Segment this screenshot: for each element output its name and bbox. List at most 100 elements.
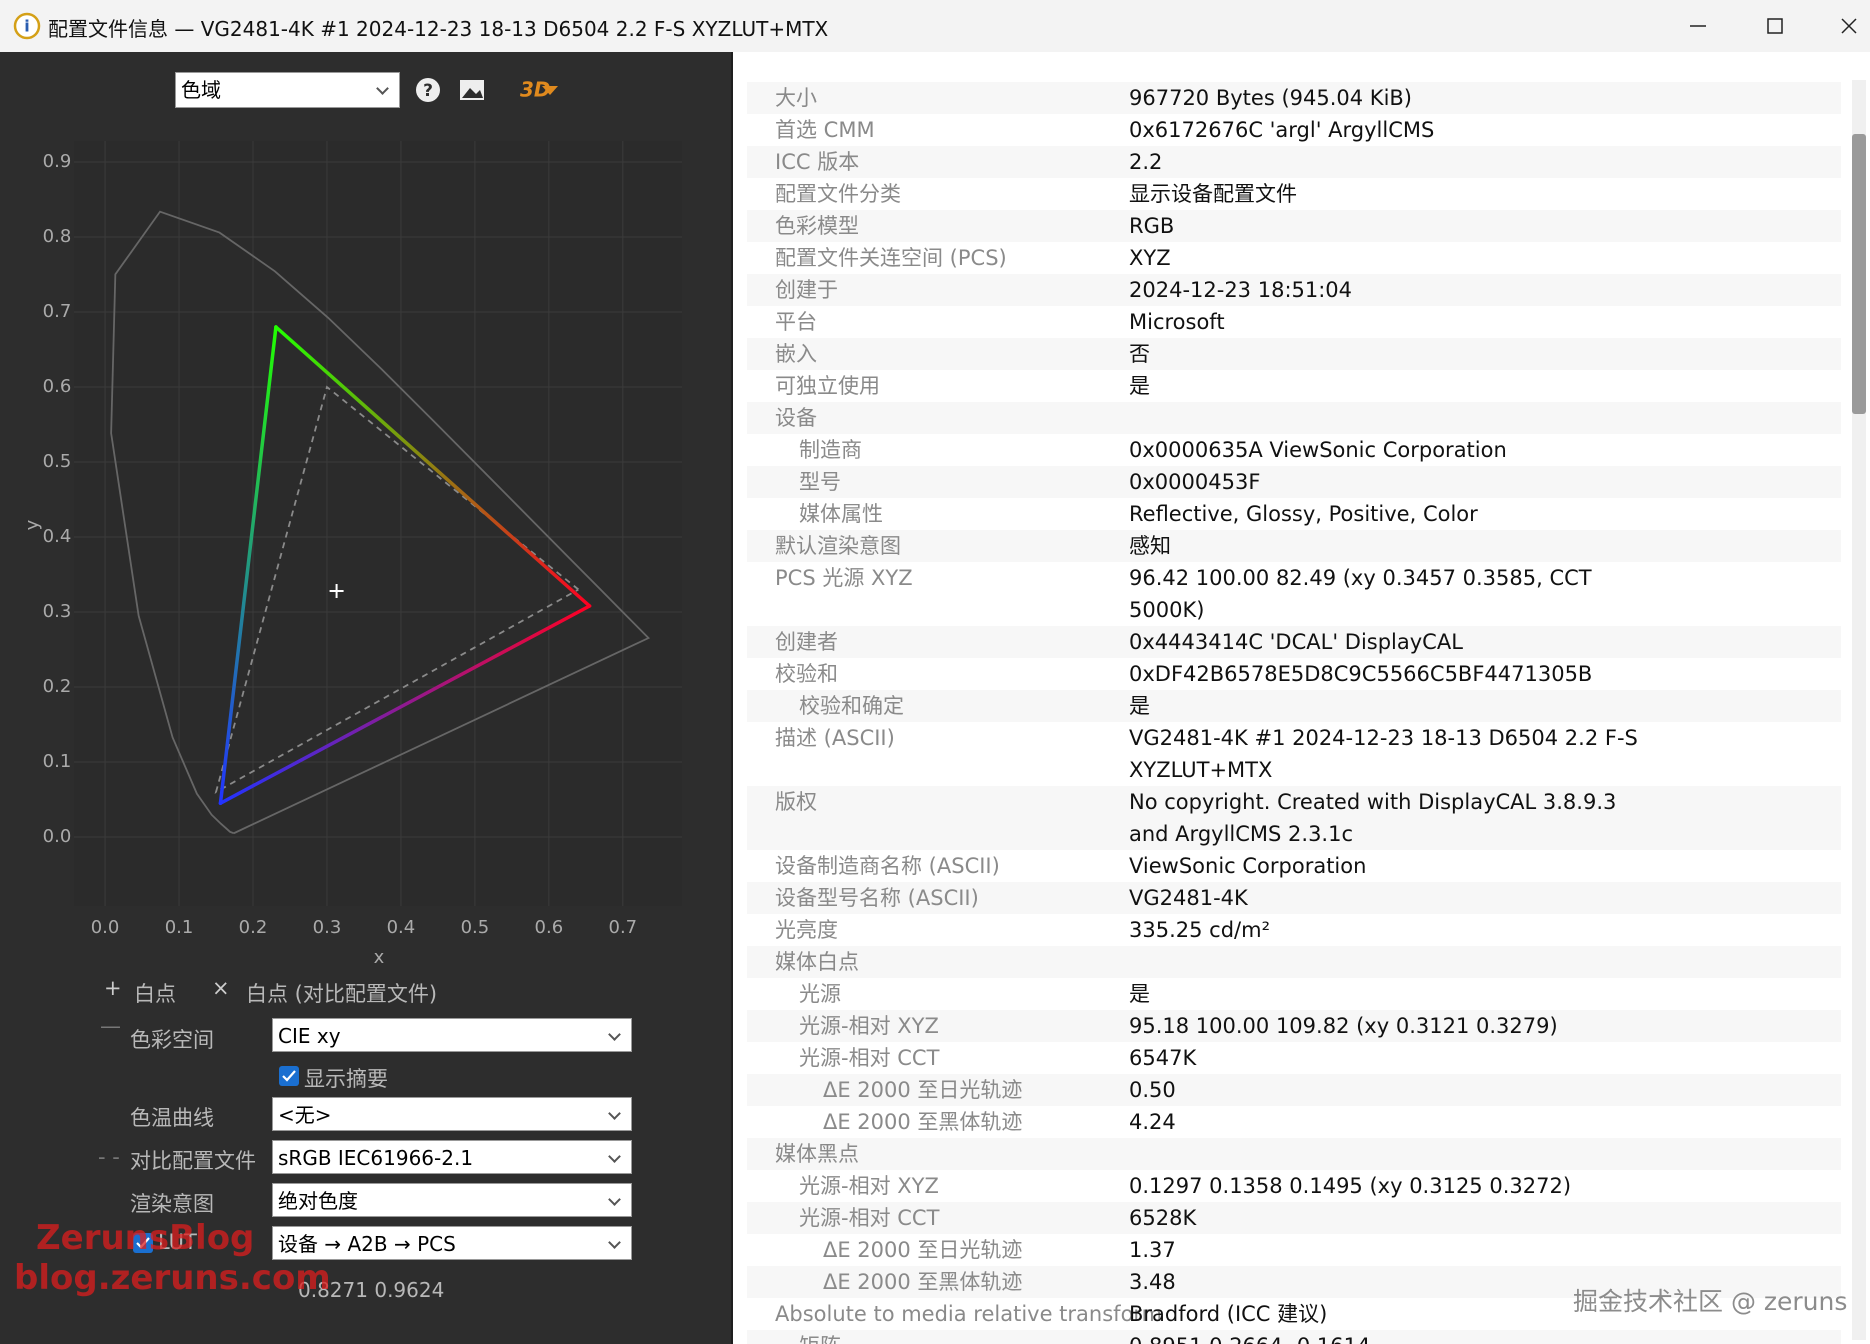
info-row: Absolute to media relative transform Brad… [747,1298,1841,1330]
info-value: 6528K [1129,1206,1197,1230]
lut-select[interactable]: 设备 → A2B → PCS [272,1226,632,1260]
info-key: 光亮度 [775,918,838,942]
info-row: 描述 (ASCII) VG2481-4K #1 2024-12-23 18-13 … [747,722,1841,786]
info-value: 967720 Bytes (945.04 KiB) [1129,86,1412,110]
info-value: 否 [1129,342,1150,366]
info-key: 型号 [799,470,841,494]
info-row: 可独立使用 是 [747,370,1841,402]
info-value: ViewSonic Corporation [1129,854,1367,878]
info-value: 0x4443414C 'DCAL' DisplayCAL [1129,630,1463,654]
toolbar-icons: ? 3D [416,78,558,102]
info-value: 0.50 [1129,1078,1176,1102]
help-button[interactable] [416,78,440,102]
intent-label: 渲染意图 [130,1192,214,1216]
info-value: 0.1297 0.1358 0.1495 (xy 0.3125 0.3272) [1129,1174,1572,1198]
info-key: ΔE 2000 至日光轨迹 [823,1078,1023,1102]
info-row: 光源-相对 XYZ 95.18 100.00 109.82 (xy 0.3121 … [747,1010,1841,1042]
svg-text:?: ? [423,81,433,101]
x-axis-label: x [374,947,385,968]
close[interactable] [1841,18,1857,34]
info-key: 光源-相对 XYZ [799,1014,939,1038]
info-key: 可独立使用 [775,374,880,398]
gamut-edge [218,604,592,805]
info-row: ΔE 2000 至黑体轨迹 4.24 [747,1106,1841,1138]
y-tick-label: 0.1 [43,751,72,772]
x-tick-label: 0.2 [239,917,268,938]
gamut-edge [218,325,278,805]
maximize[interactable] [1767,18,1783,34]
info-value: Reflective, Glossy, Positive, Color [1129,502,1478,526]
info-value: 0x0000453F [1129,470,1261,494]
info-row: 配置文件分类 显示设备配置文件 [747,178,1841,210]
info-value: No copyright. Created with DisplayCAL 3.… [1129,790,1617,846]
info-key: 设备 [775,406,817,430]
info-value: 335.25 cd/m² [1129,918,1270,942]
temp-curve-label: 色温曲线 [130,1106,214,1130]
info-key: 矩阵 [747,1330,1129,1344]
info-row: 色彩模型 RGB [747,210,1841,242]
window-controls[interactable] [1660,0,1870,52]
info-key: 校验和确定 [799,694,904,718]
scroll-thumb[interactable] [1852,134,1866,414]
info-row: 平台 Microsoft [747,306,1841,338]
info-value: 2.2 [1129,150,1163,174]
y-tick-label: 0.0 [43,826,72,847]
watermark: ZerunsBlog [36,1218,255,1258]
info-key: 配置文件分类 [775,182,901,206]
lut-checkbox[interactable] [133,1233,153,1253]
info-value: RGB [1129,214,1175,238]
info-key: PCS 光源 XYZ [775,566,913,590]
y-tick-label: 0.7 [43,301,72,322]
info-row: 媒体黑点 [747,1138,1841,1170]
show-summary-checkbox[interactable] [279,1066,299,1086]
y-tick-label: 0.5 [43,451,72,472]
info-value: Microsoft [1129,310,1225,334]
compare-profile-select[interactable]: sRGB IEC61966-2.1 [272,1140,632,1174]
legend-white-point: 白点 [134,982,176,1006]
info-row: 制造商 0x0000635A ViewSonic Corporation [747,434,1841,466]
info-key: 描述 (ASCII) [775,726,895,750]
y-tick-label: 0.6 [43,376,72,397]
scrollbar[interactable] [1852,80,1866,1340]
info-row: 设备型号名称 (ASCII) VG2481-4K [747,882,1841,914]
info-key: 设备型号名称 (ASCII) [775,886,979,910]
y-tick-label: 0.4 [43,526,72,547]
info-row: 媒体属性 Reflective, Glossy, Positive, Color [747,498,1841,530]
info-row: 配置文件关连空间 (PCS) XYZ [747,242,1841,274]
info-value: 显示设备配置文件 [1129,182,1297,206]
info-value: 2024-12-23 18:51:04 [1129,278,1353,302]
info-value: 0x0000635A ViewSonic Corporation [1129,438,1507,462]
info-row: ΔE 2000 至黑体轨迹 3.48 [747,1266,1841,1298]
info-value: 0xDF42B6578E5D8C9C5566C5BF4471305B [1129,662,1593,686]
info-value: XYZ [1129,246,1171,270]
info-row: 媒体白点 [747,946,1841,978]
info-key: 媒体白点 [775,950,859,974]
info-value: 4.24 [1129,1110,1176,1134]
info-key: 大小 [775,86,817,110]
watermark: blog.zeruns.com [14,1258,331,1298]
view-select[interactable]: 色域 [175,72,400,108]
y-tick-label: 0.2 [43,676,72,697]
y-tick-label: 0.8 [43,226,72,247]
info-key: 校验和 [775,662,838,686]
legend-compare-white-point: 白点 (对比配置文件) [246,982,438,1006]
info-row: 嵌入 否 [747,338,1841,370]
intent-select[interactable]: 绝对色度 [272,1183,632,1217]
color-space-select[interactable]: CIE xy [272,1018,632,1052]
info-key: 色彩模型 [775,214,859,238]
y-tick-label: 0.3 [43,601,72,622]
info-key: 创建于 [775,278,838,302]
info-row: 首选 CMM 0x6172676C 'argl' ArgyllCMS [747,114,1841,146]
spectral-locus [110,210,651,835]
info-row: 设备制造商名称 (ASCII) ViewSonic Corporation [747,850,1841,882]
info-key: 制造商 [799,438,862,462]
info-value: 感知 [1129,534,1171,558]
x-tick-label: 0.5 [461,917,490,938]
info-row: ΔE 2000 至日光轨迹 0.50 [747,1074,1841,1106]
watermark: 掘金技术社区 @ zeruns [1573,1287,1848,1316]
info-table: 大小 967720 Bytes (945.04 KiB) 首选 CMM 0x61726… [747,82,1841,1344]
temp-curve-select[interactable]: <无> [272,1097,632,1131]
show-summary-label: 显示摘要 [304,1067,388,1091]
info-key: 嵌入 [775,342,817,366]
